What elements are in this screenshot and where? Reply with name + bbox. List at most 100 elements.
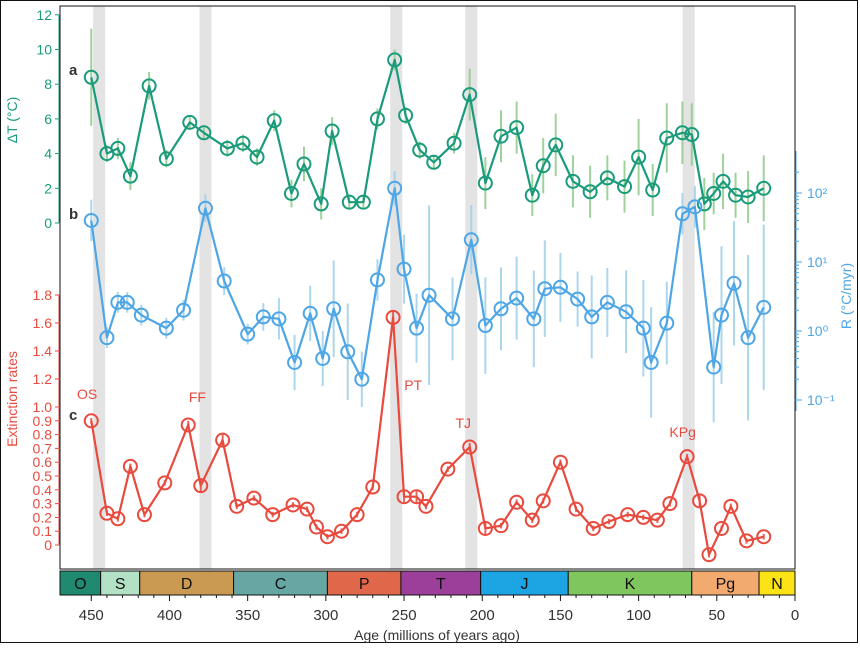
temperature-data-point	[524, 187, 540, 203]
temperature-data-point	[341, 194, 357, 210]
extinction-data-point	[246, 490, 262, 506]
warming-rate-data-point	[409, 320, 425, 336]
temperature-data-point	[631, 149, 647, 165]
extinction-data-point	[229, 498, 245, 514]
panel-label-b: b	[69, 206, 78, 223]
temperature-tick-label: 8	[44, 76, 52, 92]
extinction-data-point	[635, 509, 651, 525]
warming-rate-data-point	[255, 309, 271, 325]
temperature-data-point	[387, 52, 403, 68]
warming-rate-data-point	[315, 350, 331, 366]
extinction-data-point	[701, 547, 717, 563]
extinction-tick-label: 0.6	[33, 454, 53, 470]
panel-c-extinction-rates: 00.10.20.30.40.50.60.70.80.91.0 1.2 1.4 1.6…	[33, 287, 772, 563]
extinction-tick-label: 0.3	[33, 496, 53, 512]
period-label-k: K	[625, 576, 636, 593]
extinction-data-point	[509, 494, 525, 510]
temperature-data-point	[565, 173, 581, 189]
warming-rate-data-point	[287, 354, 303, 370]
warming-rate-data-point	[599, 294, 615, 310]
period-label-pg: Pg	[716, 576, 736, 593]
extinction-data-point	[385, 309, 401, 325]
warming-rate-data-point	[493, 301, 509, 317]
extinction-data-point	[265, 507, 281, 523]
extinction-data-point	[285, 497, 301, 513]
extinction-data-point	[692, 493, 708, 509]
extinction-data-point	[535, 493, 551, 509]
extinction-data-point	[723, 498, 739, 514]
extinction-tick-label: 0.9	[33, 413, 53, 429]
extinction-data-point	[308, 519, 324, 535]
temperature-data-point	[426, 154, 442, 170]
extinction-data-point	[136, 507, 152, 523]
rate-tick-label: 10¹	[807, 254, 828, 270]
warming-rate-data-point	[509, 290, 525, 306]
warming-rate-data-point	[714, 307, 729, 323]
extinction-data-point	[365, 479, 381, 495]
rate-tick-label: 10²	[807, 185, 828, 201]
warming-rate-data-point	[643, 354, 659, 370]
extinction-data-point	[418, 498, 434, 514]
warming-rate-data-point	[396, 261, 412, 277]
temperature-data-point	[266, 113, 282, 129]
warming-rate-data-point	[706, 359, 722, 375]
temperature-tick-label: 0	[44, 215, 52, 231]
rate-tick-label: 10⁰	[807, 323, 829, 339]
temperature-data-point	[324, 123, 340, 139]
warming-rate-data-point	[271, 311, 287, 327]
temperature-data-point	[313, 196, 329, 212]
temperature-data-point	[83, 69, 99, 85]
extinction-data-point	[462, 439, 478, 455]
temperature-data-point	[599, 170, 615, 186]
warming-rate-data-point	[354, 371, 370, 387]
extinction-data-point	[585, 520, 601, 536]
warming-rate-data-point	[197, 200, 213, 216]
extinction-data-point	[215, 432, 231, 448]
temperature-data-point	[412, 142, 428, 158]
temperature-tick-label: 10	[36, 42, 52, 58]
warming-rate-series-line	[90, 187, 765, 381]
temperature-data-point	[659, 130, 675, 146]
period-d	[139, 570, 235, 596]
warming-rate-data-point	[326, 301, 342, 317]
extinction-tick-label: 0.5	[33, 468, 53, 484]
temperature-data-point	[122, 168, 138, 184]
warming-rate-data-point	[674, 206, 690, 222]
temperature-data-point	[493, 128, 509, 144]
extinction-data-point	[649, 512, 665, 528]
extinction-data-point	[662, 496, 678, 512]
extinction-data-point	[157, 475, 173, 491]
warming-rate-data-point	[537, 281, 553, 297]
extinction-data-point	[756, 529, 772, 545]
temperature-data-point	[617, 179, 633, 195]
x-tick-label: 250	[392, 607, 417, 624]
extinction-data-point	[319, 529, 335, 545]
y-axis-label-temperature: ΔT (°C)	[4, 97, 20, 144]
temperature-data-point	[462, 87, 478, 103]
warming-rate-data-point	[477, 318, 493, 334]
extinction-data-point	[568, 501, 584, 517]
extinction-data-point	[679, 449, 695, 465]
temperature-data-point	[715, 173, 731, 189]
temperature-data-point	[296, 156, 312, 172]
panel-b-warming-rate: 10⁻¹ 10⁰ 10¹ 10²	[83, 151, 835, 423]
extinction-data-point	[299, 501, 315, 517]
period-label-o: O	[74, 576, 86, 593]
extinction-data-point	[739, 533, 755, 549]
extinction-tick-label: 1.8	[33, 287, 53, 303]
warming-rate-data-point	[659, 315, 675, 331]
warming-rate-data-point	[526, 311, 542, 327]
period-s	[100, 570, 141, 596]
period-label-p: P	[359, 576, 370, 593]
temperature-data-point	[369, 111, 385, 127]
warming-rate-data-point	[687, 199, 703, 215]
extinction-data-point	[440, 461, 456, 477]
temperature-data-point	[283, 186, 299, 202]
temperature-data-point	[235, 135, 251, 151]
temperature-data-point	[509, 120, 525, 136]
extinction-tick-label: 1.6	[33, 315, 53, 331]
extinction-data-point	[349, 507, 365, 523]
temperature-tick-label: 12	[36, 7, 52, 23]
extinction-data-point	[493, 518, 509, 534]
x-tick-label: 300	[313, 607, 338, 624]
